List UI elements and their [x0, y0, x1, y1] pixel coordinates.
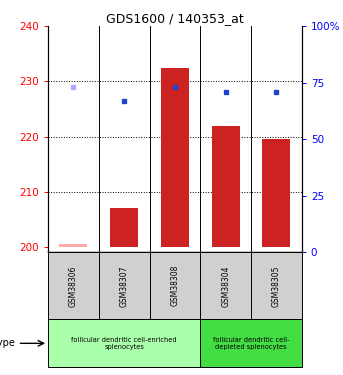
- Bar: [59, 244, 87, 247]
- Bar: [48, 319, 200, 368]
- Text: follicular dendritic cell-enriched
splenocytes: follicular dendritic cell-enriched splen…: [71, 337, 177, 350]
- Title: GDS1600 / 140353_at: GDS1600 / 140353_at: [106, 12, 244, 25]
- Text: GSM38307: GSM38307: [120, 265, 129, 306]
- Bar: [212, 126, 240, 247]
- Bar: [150, 252, 200, 319]
- Text: GSM38304: GSM38304: [221, 265, 230, 306]
- Bar: [110, 208, 138, 247]
- Bar: [48, 252, 99, 319]
- Text: GSM38306: GSM38306: [69, 265, 78, 306]
- Bar: [200, 319, 302, 368]
- Bar: [262, 140, 291, 247]
- Text: GSM38305: GSM38305: [272, 265, 281, 306]
- Bar: [251, 252, 302, 319]
- Text: cell type: cell type: [0, 338, 15, 348]
- Text: GSM38308: GSM38308: [170, 265, 179, 306]
- Bar: [99, 252, 150, 319]
- Bar: [200, 252, 251, 319]
- Bar: [161, 68, 189, 247]
- Text: follicular dendritic cell-
depleted splenocytes: follicular dendritic cell- depleted sple…: [213, 337, 289, 350]
